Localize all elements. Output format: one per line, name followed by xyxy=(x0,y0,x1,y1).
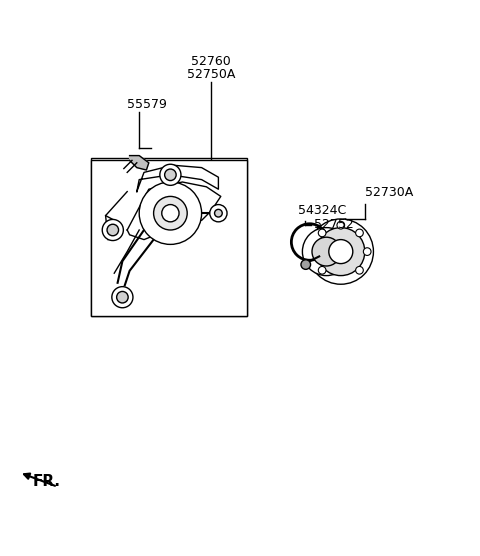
Polygon shape xyxy=(127,182,221,240)
Circle shape xyxy=(317,227,365,276)
Circle shape xyxy=(165,169,176,181)
Bar xyxy=(91,160,247,316)
Circle shape xyxy=(318,266,326,274)
Text: FR.: FR. xyxy=(33,474,60,489)
Circle shape xyxy=(210,205,227,222)
Text: 54324C: 54324C xyxy=(298,203,346,216)
Circle shape xyxy=(363,248,371,255)
Circle shape xyxy=(312,237,341,266)
Circle shape xyxy=(337,221,345,229)
Bar xyxy=(91,158,247,316)
Text: 52752: 52752 xyxy=(314,218,354,231)
Circle shape xyxy=(160,164,181,185)
Circle shape xyxy=(162,205,179,222)
Circle shape xyxy=(356,266,363,274)
Circle shape xyxy=(318,229,326,237)
Text: 52730A: 52730A xyxy=(365,186,413,199)
Text: 52750A: 52750A xyxy=(187,68,235,81)
Circle shape xyxy=(139,182,202,245)
Circle shape xyxy=(302,227,350,276)
Text: 52760: 52760 xyxy=(192,55,231,68)
Polygon shape xyxy=(137,165,218,192)
Circle shape xyxy=(112,287,133,308)
Text: 55579: 55579 xyxy=(127,98,167,111)
Circle shape xyxy=(154,196,187,230)
Circle shape xyxy=(215,210,222,217)
Polygon shape xyxy=(130,156,149,170)
Circle shape xyxy=(301,260,311,269)
Circle shape xyxy=(308,219,373,284)
Circle shape xyxy=(107,224,119,236)
Circle shape xyxy=(356,229,363,237)
Circle shape xyxy=(329,240,353,264)
Circle shape xyxy=(102,220,123,241)
Circle shape xyxy=(117,291,128,303)
